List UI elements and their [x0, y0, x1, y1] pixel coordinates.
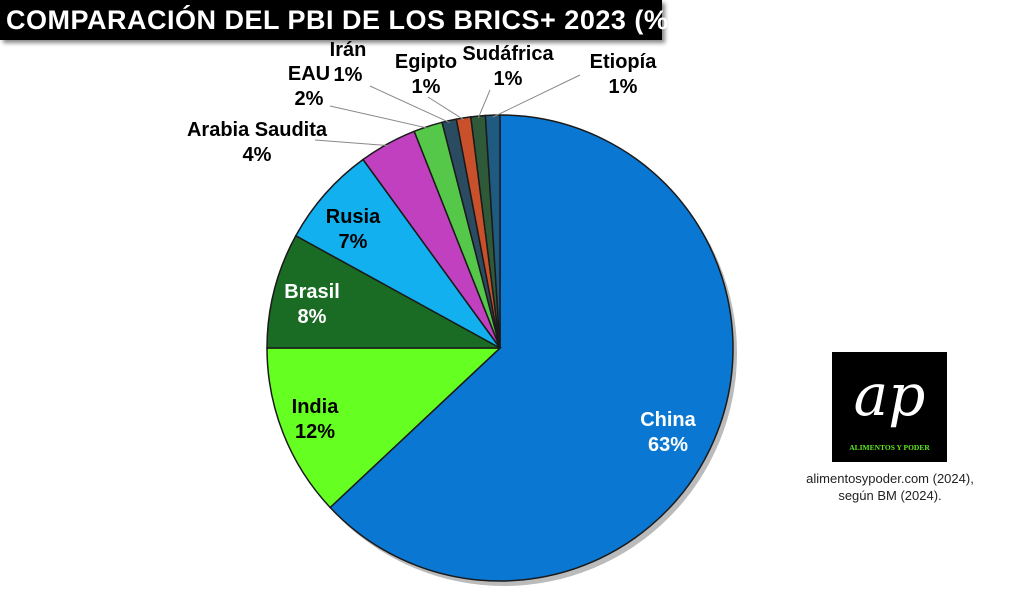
label-name-egipto: Egipto — [395, 51, 457, 73]
label-value-china: 63% — [648, 434, 688, 456]
label-value-egipto: 1% — [412, 76, 441, 98]
chart-title: COMPARACIÓN DEL PBI DE LOS BRICS+ 2023 (… — [0, 0, 677, 40]
slice-india — [266, 347, 502, 509]
source-line-1: alimentosypoder.com (2024), — [806, 471, 974, 486]
leader-line-etiopia — [492, 74, 581, 118]
slice-rusia — [294, 158, 501, 349]
source-note: alimentosypoder.com (2024), según BM (20… — [795, 470, 985, 504]
label-value-sudafrica: 1% — [494, 68, 523, 90]
label-name-china: China — [640, 409, 696, 431]
slice-brasil — [266, 234, 501, 349]
leader-line-arabia-saudita — [314, 139, 389, 147]
label-value-arabia-saudita: 4% — [243, 144, 272, 166]
logo: ap ALIMENTOS Y PODER — [832, 352, 947, 462]
label-value-iran: 1% — [334, 64, 363, 86]
label-value-brasil: 8% — [298, 306, 327, 328]
slice-etiopia — [484, 114, 501, 349]
label-value-rusia: 7% — [339, 231, 368, 253]
label-name-india: India — [292, 396, 340, 418]
label-value-etiopia: 1% — [609, 76, 638, 98]
leader-line-iran — [369, 85, 450, 124]
label-name-eau: EAU — [288, 63, 330, 85]
label-name-sudafrica: Sudáfrica — [462, 43, 554, 65]
label-name-iran: Irán — [330, 39, 367, 61]
logo-brand: ALIMENTOS Y PODER — [849, 443, 930, 452]
slice-china — [329, 114, 734, 582]
logo-monogram: ap — [853, 361, 926, 429]
label-name-arabia-saudita: Arabia Saudita — [187, 119, 328, 141]
label-name-brasil: Brasil — [284, 281, 340, 303]
label-value-eau: 2% — [295, 88, 324, 110]
label-name-rusia: Rusia — [326, 206, 381, 228]
source-line-2: según BM (2024). — [838, 488, 942, 503]
label-name-etiopia: Etiopía — [590, 51, 658, 73]
label-value-india: 12% — [295, 421, 335, 443]
leader-line-sudafrica — [477, 89, 491, 119]
leader-line-egipto — [427, 96, 465, 121]
leader-line-eau — [329, 105, 429, 129]
